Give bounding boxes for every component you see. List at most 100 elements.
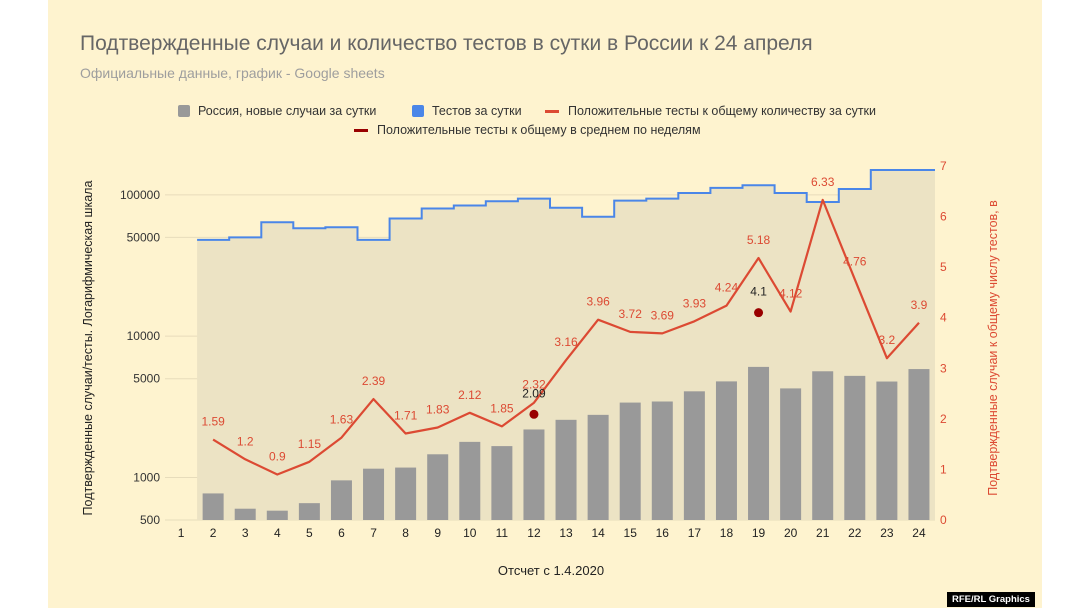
legend-swatch-tests xyxy=(412,105,424,117)
cases-bars xyxy=(202,366,930,520)
x-tick-label: 18 xyxy=(720,526,734,540)
y-tick-label: 100000 xyxy=(120,188,160,202)
y-tick-label: 1000 xyxy=(133,470,160,484)
ratio-data-label: 1.63 xyxy=(330,413,354,427)
y-tick-label: 50000 xyxy=(127,230,161,244)
bar-cases xyxy=(395,467,417,520)
x-tick-label: 22 xyxy=(848,526,862,540)
legend-item-tests: Тестов за сутки xyxy=(412,104,522,118)
legend-swatch-cases xyxy=(178,105,190,117)
weekly-point xyxy=(754,308,764,318)
ratio-data-label: 4.24 xyxy=(715,281,739,295)
legend-label-daily-ratio: Положительные тесты к общему количеству … xyxy=(568,104,876,118)
bar-cases xyxy=(619,402,641,520)
ratio-data-label: 3.2 xyxy=(879,333,896,347)
x-tick-label: 5 xyxy=(306,526,313,540)
legend-item-weekly-ratio: Положительные тесты к общему в среднем п… xyxy=(354,123,701,137)
bar-cases xyxy=(523,429,545,520)
weekly-data-label: 4.1 xyxy=(750,285,767,299)
y2-tick-label: 1 xyxy=(940,462,947,476)
ratio-data-label: 1.2 xyxy=(237,434,254,448)
x-tick-label: 2 xyxy=(210,526,217,540)
bar-cases xyxy=(555,419,577,520)
x-tick-label: 21 xyxy=(816,526,830,540)
bar-cases xyxy=(491,446,513,520)
ratio-data-label: 1.83 xyxy=(426,402,450,416)
x-tick-label: 8 xyxy=(402,526,409,540)
x-tick-label: 17 xyxy=(688,526,702,540)
ratio-data-label: 1.15 xyxy=(298,437,322,451)
weekly-data-label: 2.09 xyxy=(522,386,546,400)
ratio-data-label: 2.32 xyxy=(522,378,546,392)
tests-step-line xyxy=(197,169,935,241)
legend-swatch-daily-ratio xyxy=(545,109,559,113)
legend-item-daily-ratio: Положительные тесты к общему количеству … xyxy=(545,104,876,118)
x-tick-label: 15 xyxy=(624,526,638,540)
bar-cases xyxy=(844,375,866,520)
legend-swatch-weekly-ratio xyxy=(354,128,368,132)
y-tick-label: 5000 xyxy=(133,372,160,386)
credit-badge: RFE/RL Graphics xyxy=(947,592,1035,607)
bar-cases xyxy=(780,388,802,520)
ratio-data-label: 3.96 xyxy=(586,295,610,309)
bar-cases xyxy=(587,414,609,520)
bar-cases xyxy=(266,510,288,520)
bar-cases xyxy=(651,401,673,520)
ratio-data-label: 3.16 xyxy=(554,335,578,349)
ratio-data-label: 3.69 xyxy=(651,308,675,322)
x-tick-label: 1 xyxy=(178,526,185,540)
bar-cases xyxy=(812,371,834,520)
y-tick-label: 500 xyxy=(140,513,160,527)
legend-label-tests: Тестов за сутки xyxy=(432,104,522,118)
ratio-data-label: 2.39 xyxy=(362,374,386,388)
x-tick-label: 23 xyxy=(880,526,894,540)
y2-tick-label: 0 xyxy=(940,513,947,527)
bar-cases xyxy=(876,381,898,520)
ratio-data-label: 0.9 xyxy=(269,449,286,463)
bar-cases xyxy=(459,441,481,520)
y2-tick-label: 7 xyxy=(940,159,947,173)
ratio-line xyxy=(212,198,920,476)
weekly-ratio-points: 2.09 4.1 xyxy=(522,285,767,419)
bar-cases xyxy=(298,503,320,520)
ratio-data-label: 4.12 xyxy=(779,287,803,301)
y2-tick-label: 4 xyxy=(940,311,947,325)
bar-cases xyxy=(330,480,352,520)
x-tick-label: 24 xyxy=(912,526,926,540)
x-tick-label: 13 xyxy=(559,526,573,540)
legend-label-weekly-ratio: Положительные тесты к общему в среднем п… xyxy=(377,123,701,137)
ratio-data-label: 5.18 xyxy=(747,233,771,247)
bar-cases xyxy=(748,366,770,520)
ratio-data-label: 1.71 xyxy=(394,409,418,423)
x-axis-title: Отсчет с 1.4.2020 xyxy=(498,563,604,578)
ratio-data-label: 3.9 xyxy=(911,298,928,312)
y2-tick-label: 6 xyxy=(940,210,947,224)
ratio-data-label: 1.85 xyxy=(490,401,514,415)
y2-tick-label: 5 xyxy=(940,260,947,274)
x-tick-label: 16 xyxy=(656,526,670,540)
x-tick-label: 20 xyxy=(784,526,798,540)
bar-cases xyxy=(683,391,705,520)
legend-item-cases: Россия, новые случаи за сутки xyxy=(178,104,376,118)
ratio-data-label: 3.72 xyxy=(619,307,643,321)
bar-cases xyxy=(908,369,930,520)
chart-title: Подтвержденные случаи и количество тесто… xyxy=(80,32,813,55)
x-tick-label: 11 xyxy=(496,526,509,540)
y-tick-label: 10000 xyxy=(127,329,161,343)
weekly-point xyxy=(529,409,539,419)
y2-tick-label: 3 xyxy=(940,361,947,375)
ratio-data-label: 4.76 xyxy=(843,254,867,268)
bar-cases xyxy=(427,454,449,520)
bar-cases xyxy=(363,468,385,520)
tests-line xyxy=(197,169,935,241)
x-tick-label: 19 xyxy=(752,526,766,540)
daily-ratio-line: 1.59 1.2 0.9 1.15 1.63 2.39 1.71 1.83 2.12 1.85 2.… xyxy=(201,175,928,476)
ratio-data-label: 1.59 xyxy=(201,415,225,429)
x-tick-label: 3 xyxy=(242,526,249,540)
ratio-data-label: 6.33 xyxy=(811,175,835,189)
chart-subtitle: Официальные данные, график - Google shee… xyxy=(80,65,385,81)
x-tick-label: 7 xyxy=(370,526,377,540)
x-tick-label: 10 xyxy=(463,526,477,540)
